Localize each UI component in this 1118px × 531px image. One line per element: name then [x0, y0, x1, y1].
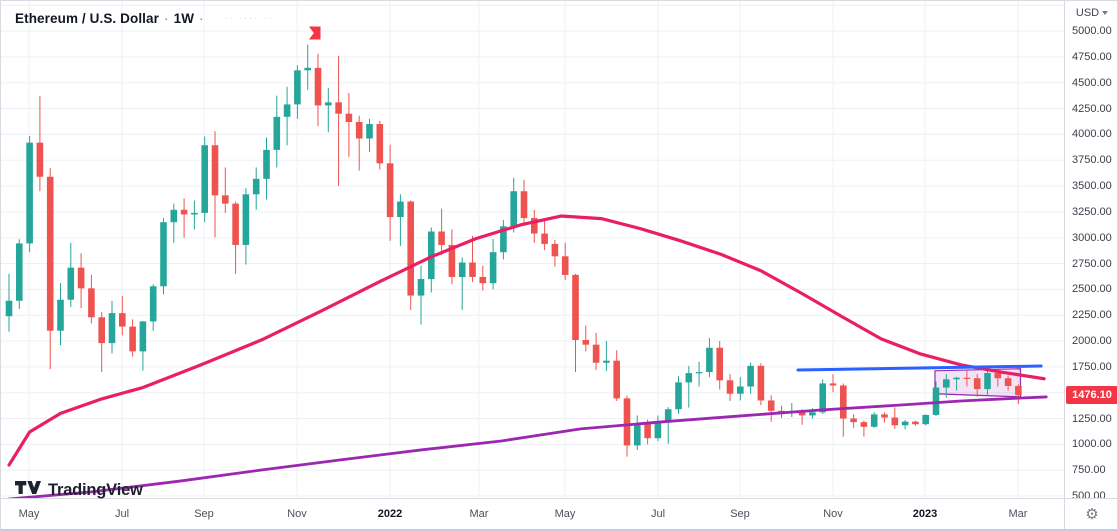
symbol-legend: Ethereum / U.S. Dollar · 1W · ·· ···· ··	[15, 8, 321, 40]
gridlines	[1, 1, 1064, 498]
flag-icon[interactable]	[284, 11, 321, 40]
axis-settings-corner: ⚙	[1064, 498, 1117, 529]
symbol-title[interactable]: Ethereum / U.S. Dollar	[15, 10, 159, 26]
chart-plot-area[interactable]	[1, 1, 1064, 498]
time-tick: 2022	[377, 508, 403, 520]
gear-icon[interactable]: ⚙	[1085, 506, 1099, 523]
legend-values-faded: ·· ···· ··	[224, 13, 274, 23]
watermark-text: TradingView	[48, 480, 143, 499]
currency-dropdown[interactable]: USD	[1065, 7, 1117, 19]
price-tick: 2000.00	[1072, 335, 1112, 348]
time-tick: May	[554, 508, 576, 520]
price-tick: 4750.00	[1072, 50, 1112, 63]
legend-separator: ·	[163, 10, 169, 26]
price-tick: 1250.00	[1072, 412, 1112, 425]
price-tick: 5000.00	[1072, 25, 1112, 38]
price-tick: 4250.00	[1072, 102, 1112, 115]
price-tick: 1750.00	[1072, 360, 1112, 373]
last-price-badge: 1476.10	[1066, 386, 1117, 405]
interval-label[interactable]: 1W	[173, 10, 195, 26]
price-tick: 2500.00	[1072, 283, 1112, 296]
ma-purple-line	[8, 395, 1048, 498]
legend-separator-2: ·	[199, 10, 204, 26]
price-tick: 1000.00	[1072, 438, 1112, 451]
price-tick: 4000.00	[1072, 128, 1112, 141]
tradingview-watermark: TradingView	[15, 480, 143, 500]
price-tick: 3500.00	[1072, 180, 1112, 193]
ma-pink-line	[7, 214, 1046, 467]
time-tick: Sep	[194, 508, 214, 520]
candles-layer	[5, 44, 1022, 457]
resistance-trendline	[796, 364, 1043, 372]
chevron-down-icon	[1102, 11, 1109, 16]
time-tick: Mar	[1008, 508, 1028, 520]
currency-label: USD	[1075, 7, 1100, 19]
time-tick: Mar	[469, 508, 489, 520]
time-tick: May	[18, 508, 40, 520]
price-tick: 500.00	[1072, 490, 1106, 503]
price-tick: 2750.00	[1072, 257, 1112, 270]
time-tick: Sep	[730, 508, 750, 520]
tradingview-logo-icon	[15, 480, 41, 500]
price-axis[interactable]: USD 5000.00 4750.00 4500.00 4250.00 4000.00 3…	[1064, 1, 1117, 502]
price-tick: 3750.00	[1072, 154, 1112, 167]
time-tick: 2023	[912, 508, 938, 520]
price-tick: 3000.00	[1072, 231, 1112, 244]
time-tick: Jul	[650, 508, 666, 520]
price-tick: 750.00	[1072, 464, 1106, 477]
time-tick: Nov	[287, 508, 307, 520]
time-tick: Jul	[114, 508, 130, 520]
price-tick: 4500.00	[1072, 76, 1112, 89]
price-tick: 3250.00	[1072, 205, 1112, 218]
price-tick: 2250.00	[1072, 309, 1112, 322]
time-tick: Nov	[823, 508, 843, 520]
time-axis[interactable]: May Jul Sep Nov 2022 Mar May Jul Sep Nov 2023 Mar	[1, 498, 1064, 529]
